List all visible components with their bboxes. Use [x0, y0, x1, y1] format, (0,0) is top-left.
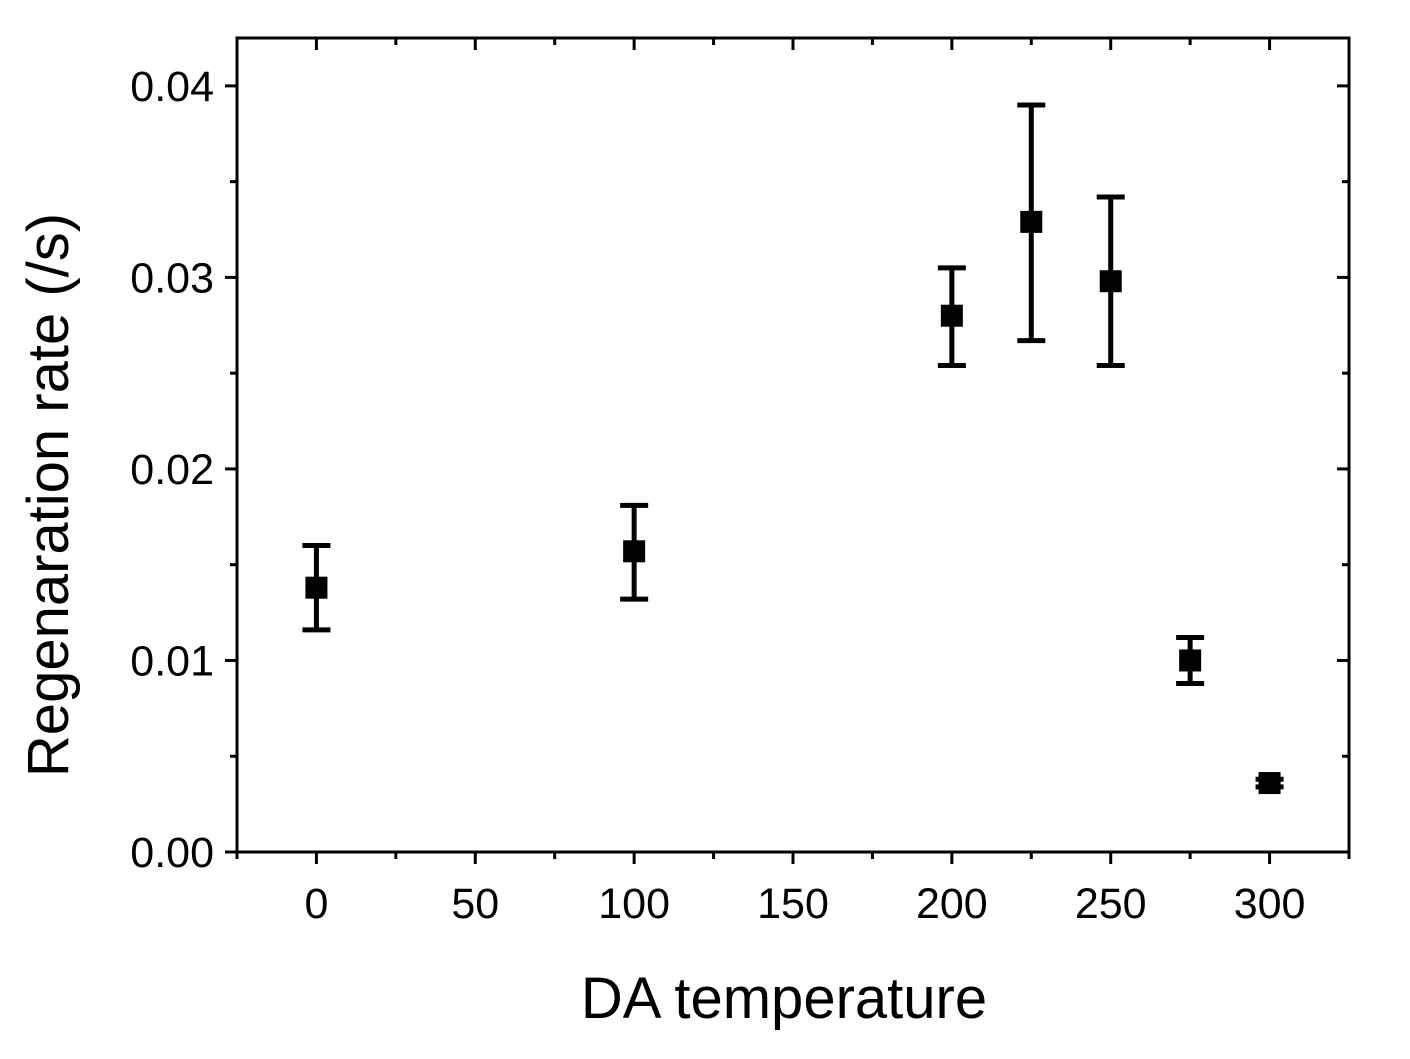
x-tick-label: 50 [451, 880, 499, 928]
data-point-group [302, 543, 331, 633]
data-point-marker [1258, 772, 1281, 795]
y-axis-title: Regenaration rate (/s) [16, 213, 81, 777]
axis-ticks [225, 38, 1351, 864]
x-tick-label: 250 [1075, 880, 1147, 928]
data-point-group [937, 265, 966, 369]
x-tick-label: 0 [304, 880, 328, 928]
plot-frame [235, 36, 1351, 854]
data-point-marker [623, 540, 646, 563]
data-point-group [1255, 772, 1284, 795]
data-point-marker [305, 576, 328, 599]
data-point-group [1176, 634, 1205, 686]
x-tick-label: 150 [757, 880, 829, 928]
y-tick-label: 0.01 [130, 637, 214, 685]
x-tick-label: 300 [1234, 880, 1306, 928]
y-tick-label: 0.00 [130, 829, 214, 877]
y-tick-label: 0.02 [130, 446, 214, 494]
y-tick-label: 0.03 [130, 254, 214, 302]
data-points [302, 102, 1284, 795]
data-point-marker [1020, 210, 1043, 233]
x-axis-title: DA temperature [581, 966, 987, 1031]
data-point-marker [1179, 649, 1202, 672]
data-point-marker [940, 304, 963, 327]
x-tick-label: 200 [916, 880, 988, 928]
axis-tick-labels: 0 50 100 150 200 250 300 0.00 0.01 0.02 0.03 0.04 [130, 63, 1305, 928]
data-point-marker [1099, 270, 1122, 293]
x-tick-label: 100 [598, 880, 670, 928]
data-point-group [620, 502, 649, 602]
data-point-group [1096, 194, 1125, 369]
data-point-group [1017, 102, 1046, 344]
y-tick-label: 0.04 [130, 63, 214, 111]
